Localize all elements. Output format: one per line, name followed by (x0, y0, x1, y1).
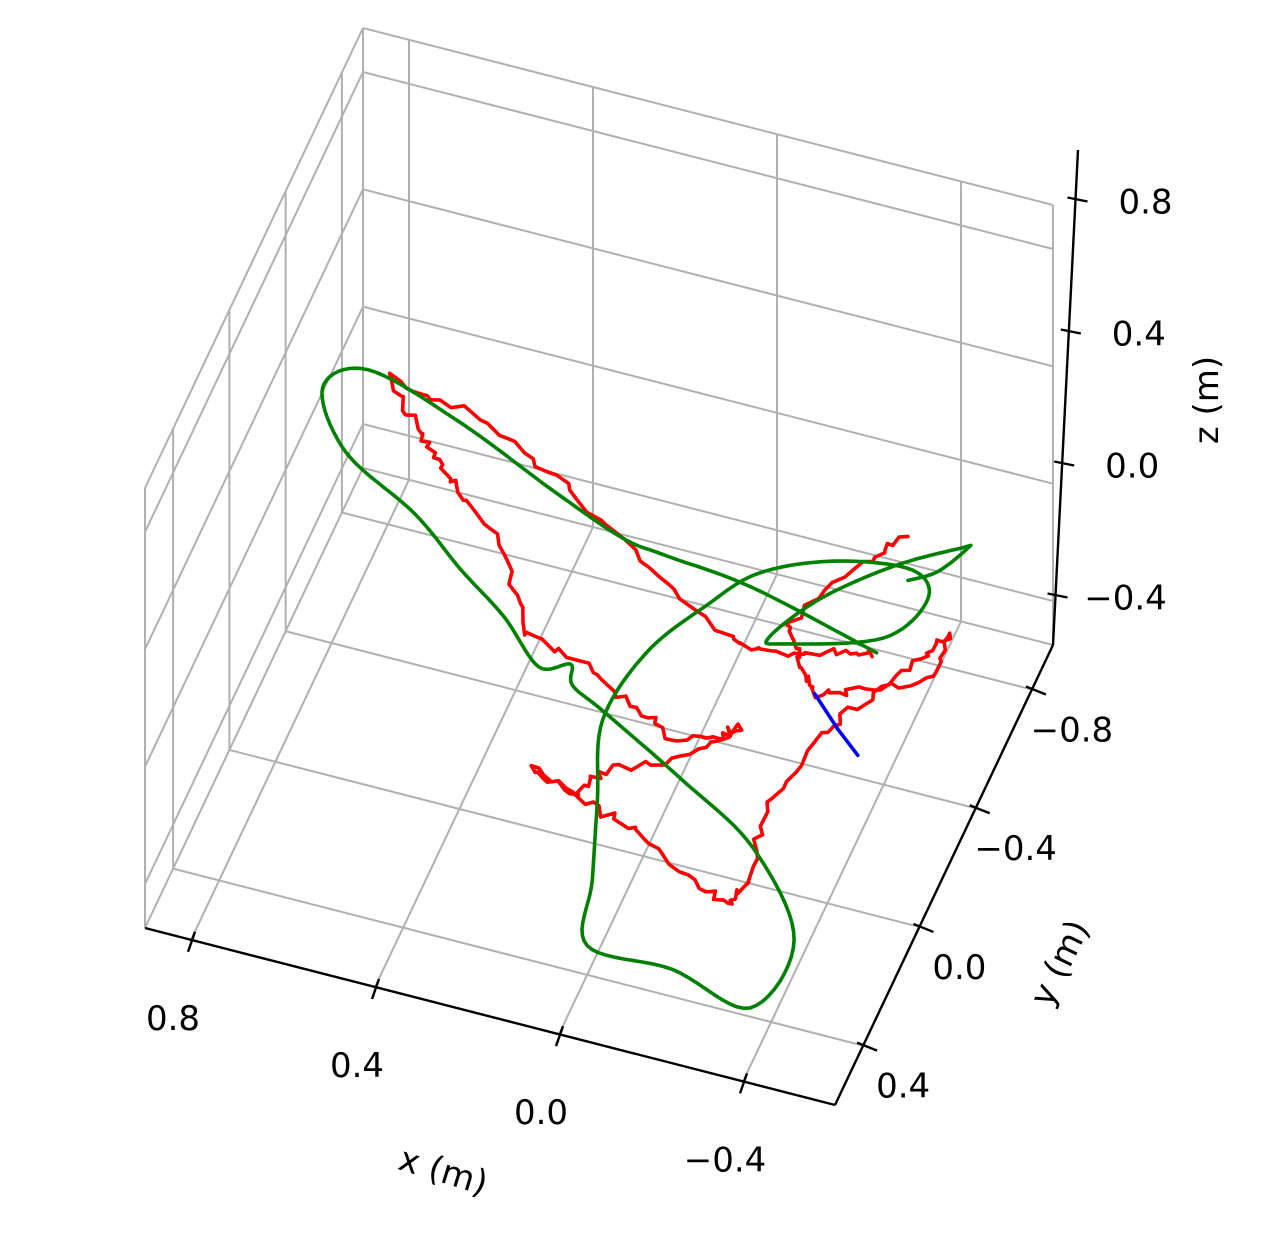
x-tick (738, 1073, 749, 1094)
z-tick (1060, 328, 1082, 335)
z-tick-label: −0.4 (1084, 579, 1167, 619)
z-grid-back-wall (362, 188, 1054, 368)
y-grid-floor (285, 630, 976, 810)
z-axis-label: z (m) (1187, 356, 1227, 444)
y-axis-line (833, 644, 1055, 1106)
y-tick (969, 804, 991, 815)
data-series (320, 366, 973, 1011)
x-axis-line (144, 926, 836, 1107)
y-tick (1025, 685, 1047, 696)
y-tick (856, 1041, 878, 1052)
z-grid-left-wall (144, 423, 364, 885)
z-tick-label: 0.0 (1105, 447, 1159, 487)
z-axis-line (1051, 149, 1080, 646)
x-grid-floor (742, 620, 962, 1082)
y-tick-label: 0.4 (876, 1067, 930, 1107)
z-grid-left-wall (144, 306, 364, 768)
tick-labels: 0.8 0.4 0.0 −0.4 −0.8 −0.4 0.0 0.4 0.8 0.4 0.0 −0.4 (146, 183, 1173, 1181)
y-tick (912, 922, 934, 934)
z-tick (1067, 196, 1088, 203)
x-tick-label: 0.0 (514, 1093, 568, 1133)
pane-edge (362, 27, 1054, 206)
y-grid-floor (172, 867, 864, 1047)
x-tick (370, 978, 381, 1000)
z-tick-label: 0.8 (1118, 183, 1172, 223)
x-grid-floor (190, 479, 410, 941)
y-tick-label: 0.0 (932, 948, 986, 988)
x-axis-label: x (m) (394, 1139, 492, 1204)
z-tick (1047, 592, 1068, 599)
x-grid-floor (558, 573, 778, 1035)
y-grid-floor (229, 748, 920, 928)
z-grid-back-wall (362, 305, 1054, 485)
pane-edge (144, 27, 364, 489)
x-tick (554, 1025, 565, 1047)
series-line-2 (320, 366, 973, 1011)
y-axis-label: y (m) (1022, 914, 1098, 1013)
pane-edge (144, 467, 364, 929)
pane-edge (362, 467, 1054, 646)
grid-lines (144, 27, 1054, 1082)
z-grid-left-wall (144, 71, 364, 533)
y-tick-label: −0.8 (1031, 711, 1114, 751)
z-tick (1053, 460, 1075, 467)
x-tick-label: 0.8 (146, 999, 200, 1039)
z-tick-label: 0.4 (1112, 315, 1166, 355)
x-tick-label: −0.4 (684, 1140, 767, 1180)
z-grid-left-wall (144, 188, 364, 650)
axes (144, 149, 1088, 1107)
x-grid-floor (374, 526, 594, 988)
series-line-3 (812, 691, 860, 758)
x-tick-label: 0.4 (330, 1046, 384, 1086)
x-tick (186, 931, 197, 953)
z-grid-back-wall (362, 71, 1054, 250)
y-tick-label: −0.4 (974, 829, 1057, 869)
series-line-1 (387, 371, 953, 906)
